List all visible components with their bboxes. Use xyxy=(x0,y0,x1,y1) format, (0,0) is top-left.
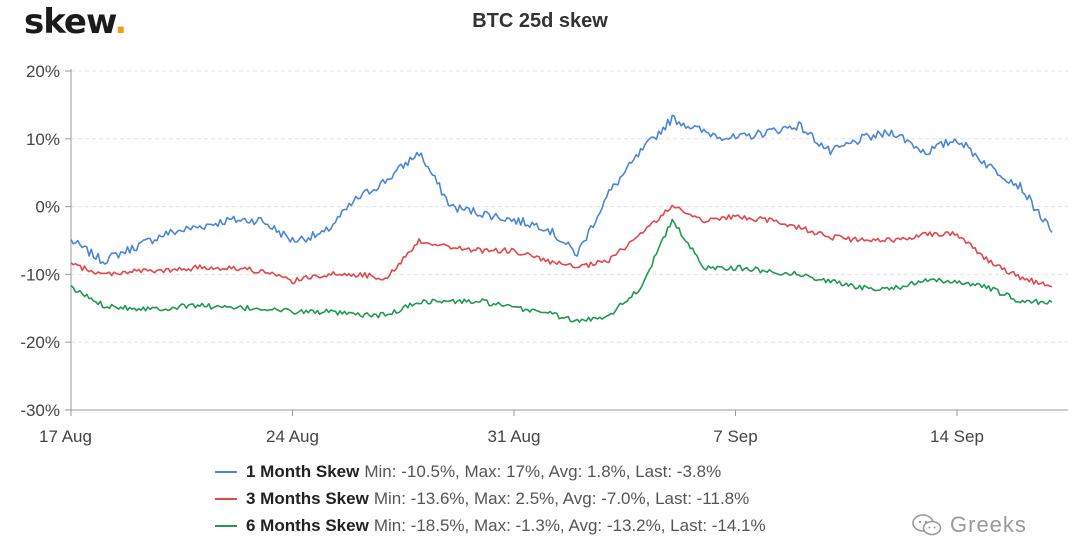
legend-item-1m[interactable]: 1 Month Skew Min: -10.5%, Max: 17%, Avg:… xyxy=(215,458,766,485)
line-chart: 20% 10% 0% -10% -20% -30% 17 Aug 24 Aug 31 Aug 7 … xyxy=(20,62,1068,446)
y-tick-label: 10% xyxy=(26,130,60,149)
logo-dot: . xyxy=(114,2,127,42)
wechat-icon xyxy=(912,514,942,536)
legend-swatch-3m xyxy=(215,497,237,500)
x-tick-label: 24 Aug xyxy=(266,427,319,446)
series-line-1 xyxy=(70,114,1053,265)
y-tick-label: 20% xyxy=(26,62,60,81)
legend-series-stats: Min: -10.5%, Max: 17%, Avg: 1.8%, Last: … xyxy=(364,461,722,481)
legend-item-3m[interactable]: 3 Months Skew Min: -13.6%, Max: 2.5%, Av… xyxy=(215,485,766,512)
series-line-3 xyxy=(70,218,1053,323)
watermark: Greeks xyxy=(912,512,1027,538)
series-line-2 xyxy=(70,204,1053,288)
chart-legend: 1 Month Skew Min: -10.5%, Max: 17%, Avg:… xyxy=(215,458,766,539)
y-tick-label: 0% xyxy=(35,198,60,217)
x-tick-label: 31 Aug xyxy=(488,427,541,446)
legend-series-name: 1 Month Skew xyxy=(246,461,360,481)
legend-series-name: 3 Months Skew xyxy=(246,488,369,508)
chart-title: BTC 25d skew xyxy=(472,10,608,32)
legend-series-name: 6 Months Skew xyxy=(246,515,369,535)
legend-swatch-6m xyxy=(215,524,237,527)
y-tick-label: -10% xyxy=(20,265,60,284)
legend-series-stats: Min: -18.5%, Max: -1.3%, Avg: -13.2%, La… xyxy=(373,515,766,535)
x-tick-label: 14 Sep xyxy=(930,427,984,446)
legend-series-stats: Min: -13.6%, Max: 2.5%, Avg: -7.0%, Last… xyxy=(373,488,750,508)
watermark-text: Greeks xyxy=(950,512,1027,537)
x-tick-label: 17 Aug xyxy=(39,427,92,446)
logo-text: skew xyxy=(24,2,115,42)
y-tick-label: -30% xyxy=(20,401,60,420)
skew-logo: skew. xyxy=(24,2,127,42)
legend-swatch-1m xyxy=(215,470,237,473)
legend-item-6m[interactable]: 6 Months Skew Min: -18.5%, Max: -1.3%, A… xyxy=(215,512,766,539)
y-tick-label: -20% xyxy=(20,333,60,352)
x-tick-label: 7 Sep xyxy=(713,427,757,446)
